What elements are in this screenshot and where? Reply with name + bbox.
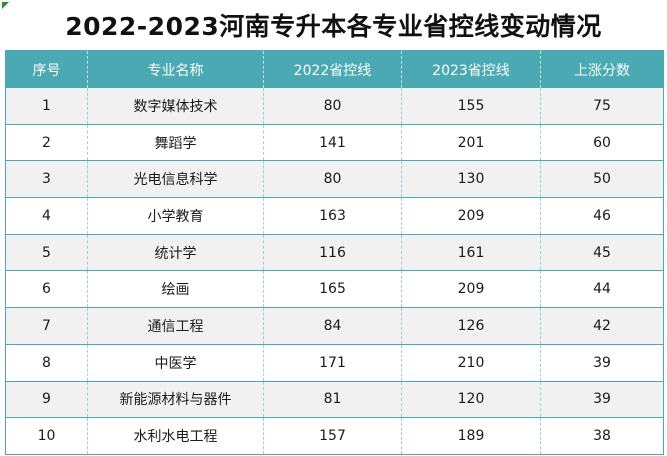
table-row: 4 小学教育 163 209 46	[5, 197, 664, 235]
cell-2022-line: 81	[263, 381, 402, 419]
table-row: 5 统计学 116 161 45	[5, 234, 664, 272]
cell-2023-line: 161	[401, 234, 541, 272]
table-row: 3 光电信息科学 80 130 50	[5, 160, 664, 199]
cell-major: 统计学	[87, 234, 264, 272]
cell-major: 水利水电工程	[87, 417, 264, 455]
cell-2022-line: 80	[263, 88, 402, 125]
cell-2023-line: 209	[401, 197, 541, 235]
cell-index: 7	[5, 307, 88, 345]
table-row: 9 新能源材料与器件 81 120 39	[5, 381, 664, 419]
cell-major: 小学教育	[87, 197, 264, 235]
cell-index: 2	[5, 124, 88, 162]
cell-index: 4	[5, 197, 88, 235]
table-row: 2 舞蹈学 141 201 60	[5, 124, 664, 162]
cell-increase: 45	[540, 234, 664, 272]
cell-index: 3	[5, 160, 88, 199]
cell-2022-line: 84	[263, 307, 402, 345]
cell-increase: 39	[540, 381, 664, 419]
cell-index: 6	[5, 270, 88, 309]
cell-increase: 38	[540, 417, 664, 455]
cell-2023-line: 120	[401, 381, 541, 419]
cell-2023-line: 189	[401, 417, 541, 455]
column-header-2023-line: 2023省控线	[401, 50, 541, 88]
column-header-increase: 上涨分数	[540, 50, 664, 88]
cell-index: 10	[5, 417, 88, 455]
cell-2023-line: 210	[401, 344, 541, 382]
table-row: 10 水利水电工程 157 189 38	[5, 417, 664, 455]
table-row: 7 通信工程 84 126 42	[5, 307, 664, 345]
corner-marker-icon	[2, 2, 9, 9]
cell-index: 5	[5, 234, 88, 272]
cell-increase: 46	[540, 197, 664, 235]
cell-increase: 44	[540, 270, 664, 309]
cell-major: 绘画	[87, 270, 264, 309]
table-header-row: 序号 专业名称 2022省控线 2023省控线 上涨分数	[5, 50, 664, 88]
cell-index: 1	[5, 88, 88, 125]
page-title: 2022-2023河南专升本各专业省控线变动情况	[65, 12, 602, 41]
cell-major: 数字媒体技术	[87, 88, 264, 125]
cell-2023-line: 209	[401, 270, 541, 309]
cell-2022-line: 171	[263, 344, 402, 382]
cell-increase: 60	[540, 124, 664, 162]
cell-index: 9	[5, 381, 88, 419]
table-row: 6 绘画 165 209 44	[5, 270, 664, 309]
column-header-2022-line: 2022省控线	[263, 50, 402, 88]
cell-2022-line: 163	[263, 197, 402, 235]
column-header-major: 专业名称	[87, 50, 264, 88]
cell-2022-line: 165	[263, 270, 402, 309]
table-row: 8 中医学 171 210 39	[5, 344, 664, 382]
cell-index: 8	[5, 344, 88, 382]
cell-2022-line: 157	[263, 417, 402, 455]
cell-2023-line: 126	[401, 307, 541, 345]
cell-2023-line: 201	[401, 124, 541, 162]
cell-2022-line: 80	[263, 160, 402, 199]
cell-major: 中医学	[87, 344, 264, 382]
cell-increase: 42	[540, 307, 664, 345]
cell-2023-line: 130	[401, 160, 541, 199]
cell-major: 光电信息科学	[87, 160, 264, 199]
score-table: 序号 专业名称 2022省控线 2023省控线 上涨分数 1 数字媒体技术 80…	[5, 50, 664, 455]
cell-major: 舞蹈学	[87, 124, 264, 162]
cell-increase: 75	[540, 88, 664, 125]
cell-major: 通信工程	[87, 307, 264, 345]
cell-2022-line: 141	[263, 124, 402, 162]
column-header-index: 序号	[5, 50, 88, 88]
cell-increase: 39	[540, 344, 664, 382]
cell-2022-line: 116	[263, 234, 402, 272]
cell-major: 新能源材料与器件	[87, 381, 264, 419]
cell-2023-line: 155	[401, 88, 541, 125]
table-row: 1 数字媒体技术 80 155 75	[5, 88, 664, 125]
cell-increase: 50	[540, 160, 664, 199]
